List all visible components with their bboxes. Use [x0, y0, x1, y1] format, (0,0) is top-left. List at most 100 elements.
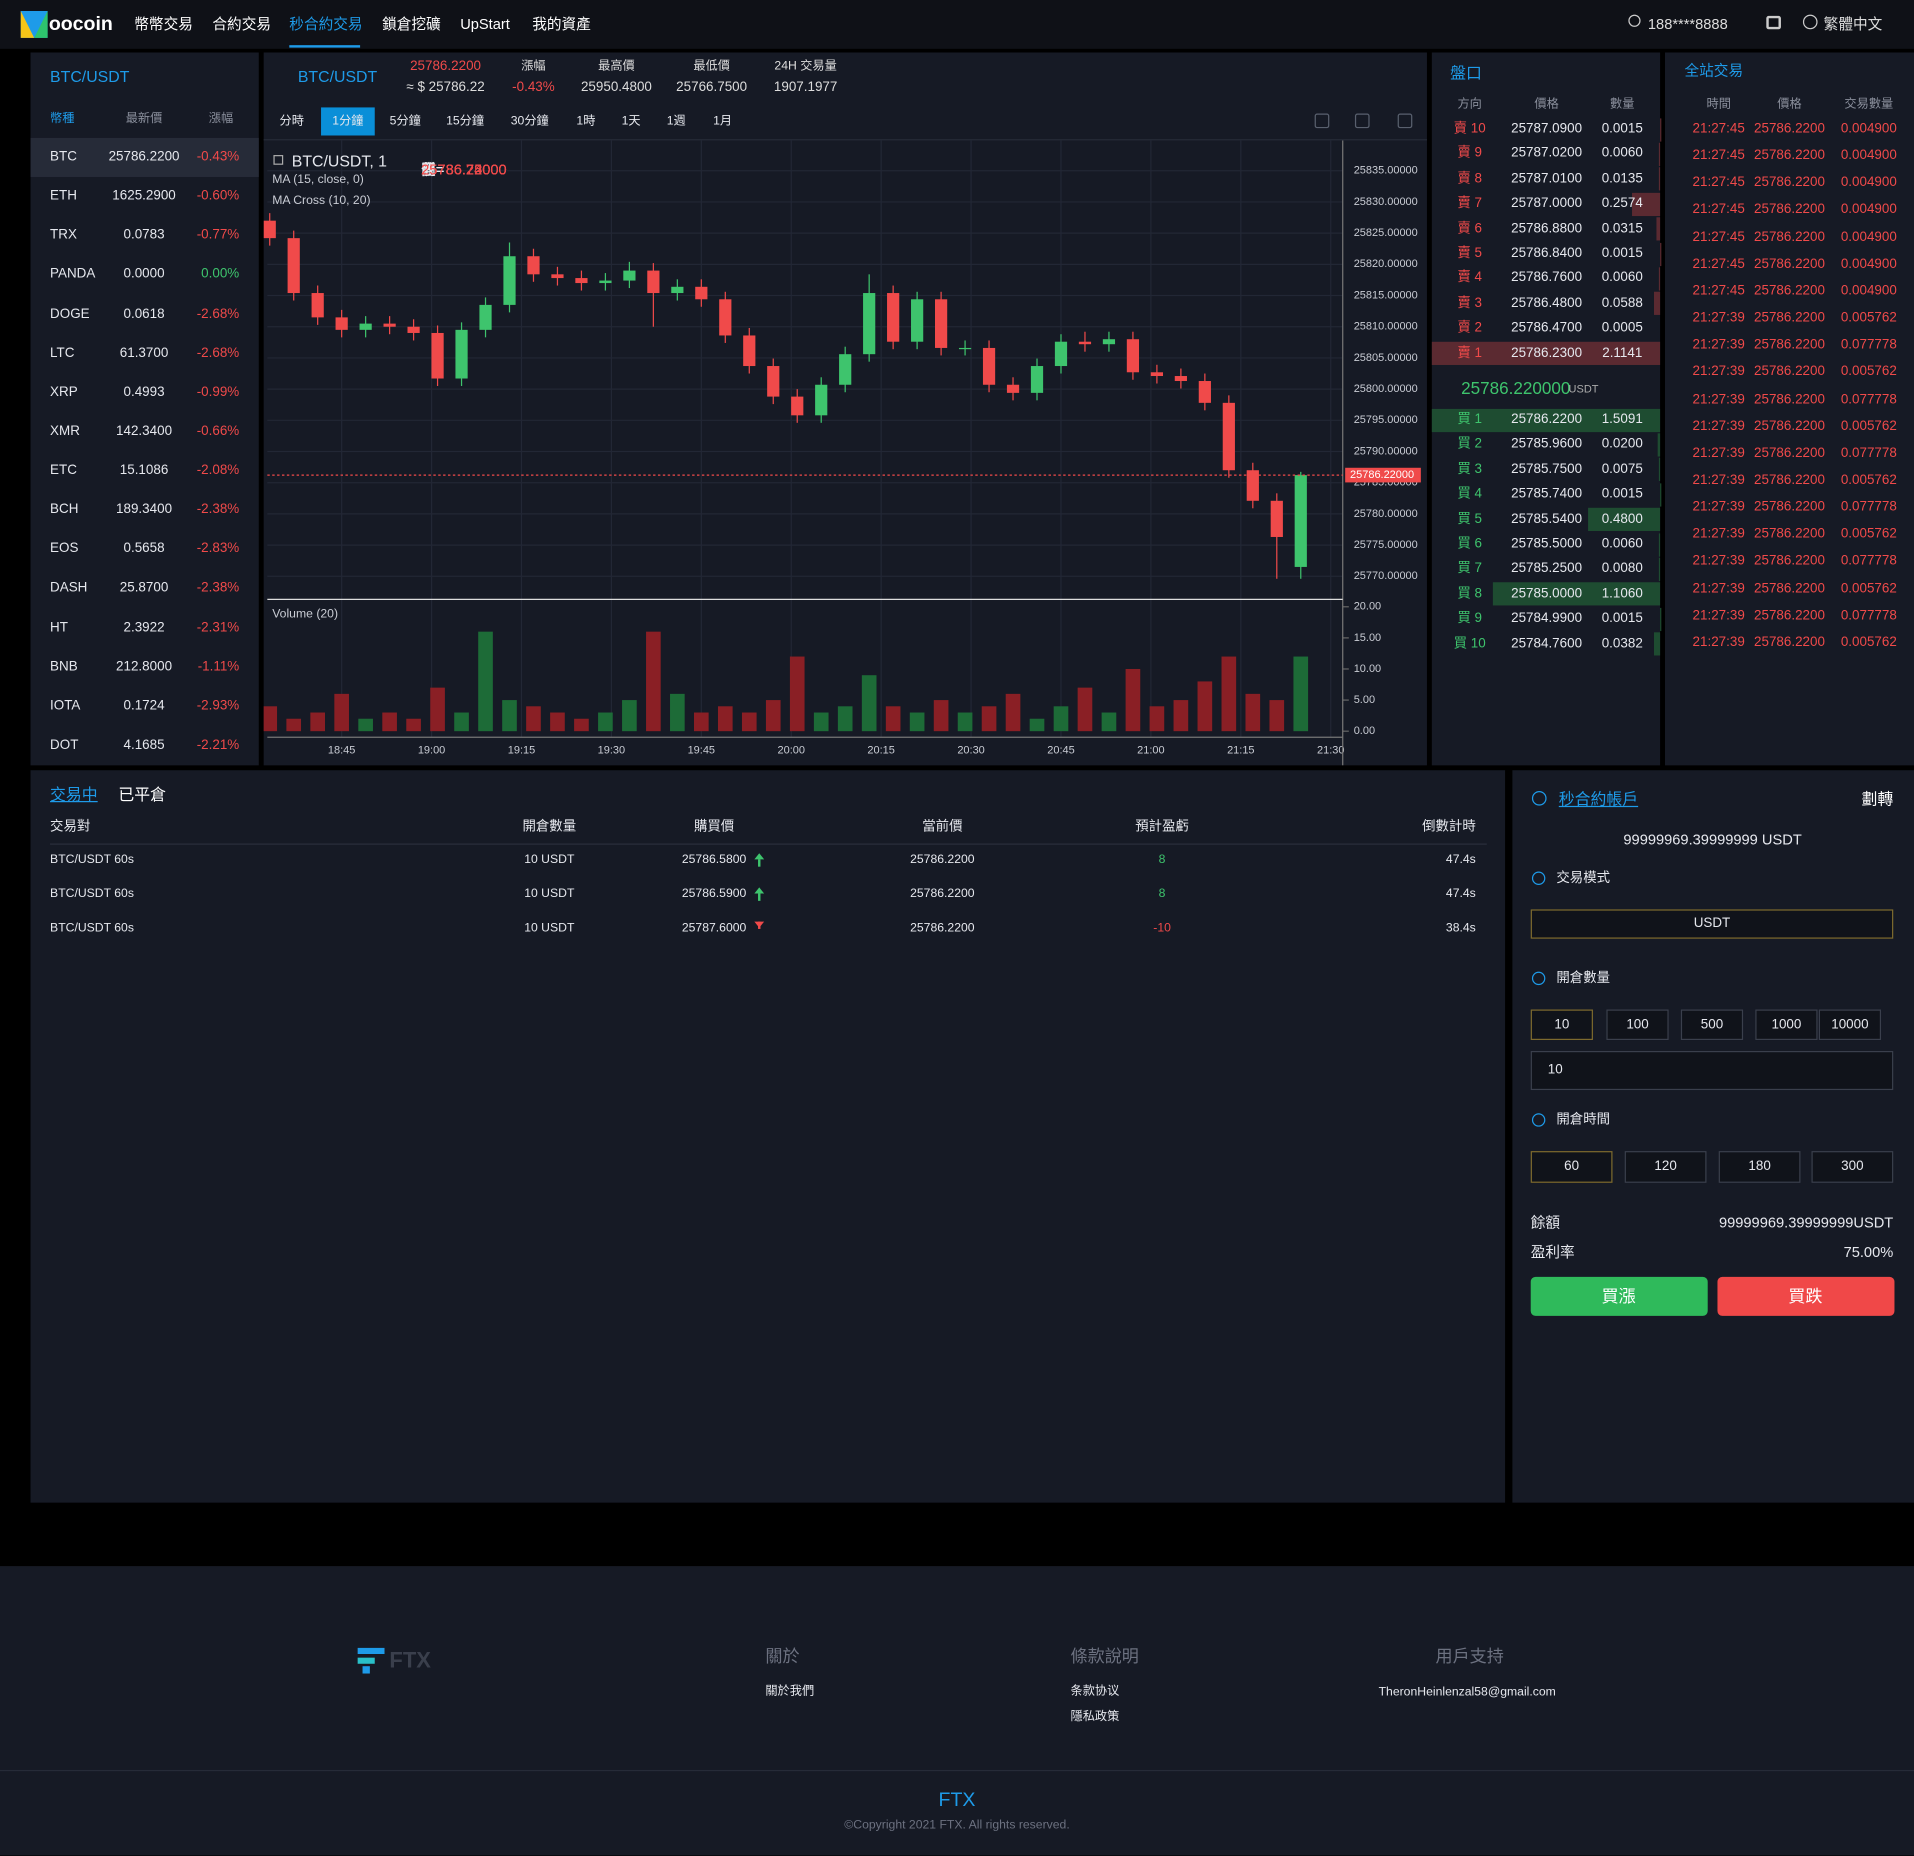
book-price[interactable]: 25786.2200 [1511, 411, 1583, 427]
book-qty: 0.0080 [1601, 561, 1643, 576]
market-coin[interactable]: DOT [50, 737, 79, 753]
footer-column-title: 關於 [765, 1646, 800, 1666]
book-price[interactable]: 25786.8800 [1511, 220, 1583, 236]
book-price[interactable]: 25787.0200 [1511, 146, 1583, 161]
footer-link[interactable]: 隱私政策 [1070, 1710, 1120, 1724]
market-coin[interactable]: XRP [50, 384, 78, 400]
book-price[interactable]: 25784.7600 [1511, 635, 1583, 651]
chart-tool-icon[interactable] [1314, 113, 1330, 129]
book-price[interactable]: 25787.0900 [1511, 121, 1583, 136]
market-coin[interactable]: IOTA [50, 698, 81, 714]
footer-link[interactable]: 關於我們 [765, 1684, 815, 1698]
market-coin[interactable]: ETH [50, 188, 77, 204]
market-coin[interactable]: PANDA [50, 267, 96, 282]
footer-link[interactable]: TheronHeinlenzal58@gmail.com [1378, 1685, 1556, 1700]
book-price[interactable]: 25784.9900 [1511, 611, 1583, 626]
candle-body [623, 270, 636, 281]
book-price[interactable]: 25785.7400 [1511, 486, 1583, 502]
nav-item[interactable]: 幣幣交易 [134, 15, 193, 33]
position-tab[interactable]: 交易中 [50, 785, 98, 804]
qty-input[interactable] [1530, 1050, 1894, 1091]
candle-body [1102, 339, 1116, 345]
book-price[interactable]: 25786.7600 [1511, 270, 1583, 286]
footer-link[interactable]: 条款协议 [1070, 1684, 1120, 1698]
interval[interactable]: 15分鐘 [446, 114, 485, 129]
book-price[interactable]: 25785.5400 [1511, 511, 1583, 527]
interval[interactable]: 30分鐘 [510, 114, 549, 129]
market-coin[interactable]: BTC [50, 149, 77, 165]
book-price[interactable]: 25785.0000 [1511, 586, 1583, 601]
market-coin[interactable]: BCH [50, 502, 79, 518]
account-icon [1531, 790, 1547, 806]
interval[interactable]: 1月 [713, 114, 733, 129]
account-title[interactable]: 秒合約帳戶 [1558, 790, 1639, 809]
option-button[interactable] [1530, 1151, 1613, 1183]
book-price[interactable]: 25786.4700 [1511, 320, 1583, 336]
option-button[interactable] [1606, 1009, 1669, 1041]
user-name[interactable]: 188****8888 [1647, 15, 1728, 33]
chart-tool-icon[interactable] [1354, 113, 1370, 129]
y-tick-label: 15.00 [1354, 632, 1381, 644]
option-button[interactable] [1718, 1151, 1801, 1183]
chart-tool-icon[interactable] [1397, 113, 1413, 129]
option-button[interactable] [1680, 1009, 1744, 1041]
position-cell: BTC/USDT 60s [50, 921, 134, 936]
market-coin[interactable]: LTC [50, 345, 75, 361]
interval[interactable]: 1天 [621, 114, 641, 129]
book-qty: 2.1141 [1602, 345, 1643, 361]
interval[interactable]: 5分鐘 [389, 114, 421, 129]
language[interactable]: 繁體中文 [1823, 15, 1883, 33]
book-price[interactable]: 25786.2300 [1511, 345, 1583, 361]
book-price[interactable]: 25787.0000 [1511, 196, 1583, 211]
volume-bar [646, 631, 661, 732]
book-price[interactable]: 25787.0100 [1511, 171, 1583, 186]
market-coin[interactable]: BNB [50, 659, 78, 674]
position-cell: 47.4s [1445, 887, 1476, 901]
option-button[interactable] [1530, 1009, 1593, 1041]
market-coin[interactable]: TRX [50, 227, 77, 243]
option-button[interactable] [1624, 1151, 1707, 1183]
interval[interactable]: 分時 [279, 114, 304, 129]
book-price[interactable]: 25785.9600 [1511, 436, 1583, 452]
book-side: 賣 10 [1453, 121, 1486, 136]
market-coin[interactable]: HT [50, 620, 68, 635]
position-tab[interactable]: 已平倉 [118, 785, 167, 804]
nav-item[interactable]: 我的資產 [532, 15, 591, 33]
position-cell: 25786.2200 [910, 921, 975, 936]
market-price: 189.3400 [116, 502, 173, 518]
transfer[interactable]: 劃轉 [1861, 790, 1894, 809]
book-price[interactable]: 25785.5000 [1511, 536, 1583, 552]
trade-cell: 25786.2200 [1754, 580, 1825, 596]
buy-up-button[interactable] [1530, 1276, 1708, 1316]
market-coin[interactable]: ETC [50, 463, 77, 478]
option-button[interactable] [1530, 909, 1894, 939]
book-price[interactable]: 25785.2500 [1511, 561, 1583, 576]
book-price[interactable]: 25786.4800 [1511, 295, 1583, 311]
nav-item[interactable]: UpStart [460, 15, 510, 33]
option-button[interactable] [1755, 1009, 1818, 1041]
book-price[interactable]: 25785.7500 [1511, 461, 1583, 477]
book-price[interactable]: 25786.8400 [1511, 245, 1583, 261]
market-coin[interactable]: EOS [50, 541, 79, 557]
interval[interactable]: 1分鐘 [332, 114, 364, 129]
option-label: 120 [1654, 1158, 1677, 1174]
market-price: 25.8700 [119, 580, 169, 596]
market-coin[interactable]: DASH [50, 580, 88, 596]
market-coin[interactable]: DOGE [50, 306, 90, 321]
footer-column-title: 用戶支持 [1435, 1646, 1504, 1666]
market-coin[interactable]: XMR [50, 423, 80, 439]
market-change: -2.83% [196, 541, 240, 557]
nav-item[interactable]: 合約交易 [212, 15, 272, 33]
volume-bar [909, 712, 925, 732]
nav-item[interactable]: 鎖倉挖礦 [382, 15, 441, 33]
option-button[interactable] [1818, 1009, 1882, 1041]
volume-bar [286, 718, 302, 732]
volume-label: Volume (20) [272, 607, 339, 622]
option-button[interactable] [1811, 1151, 1894, 1183]
y-tick-label: 25775.00000 [1354, 539, 1418, 551]
interval[interactable]: 1時 [576, 114, 596, 129]
interval[interactable]: 1週 [666, 114, 686, 129]
candle-body [934, 299, 948, 348]
buy-down-button[interactable] [1717, 1276, 1895, 1316]
nav-item[interactable]: 秒合約交易 [289, 15, 363, 33]
